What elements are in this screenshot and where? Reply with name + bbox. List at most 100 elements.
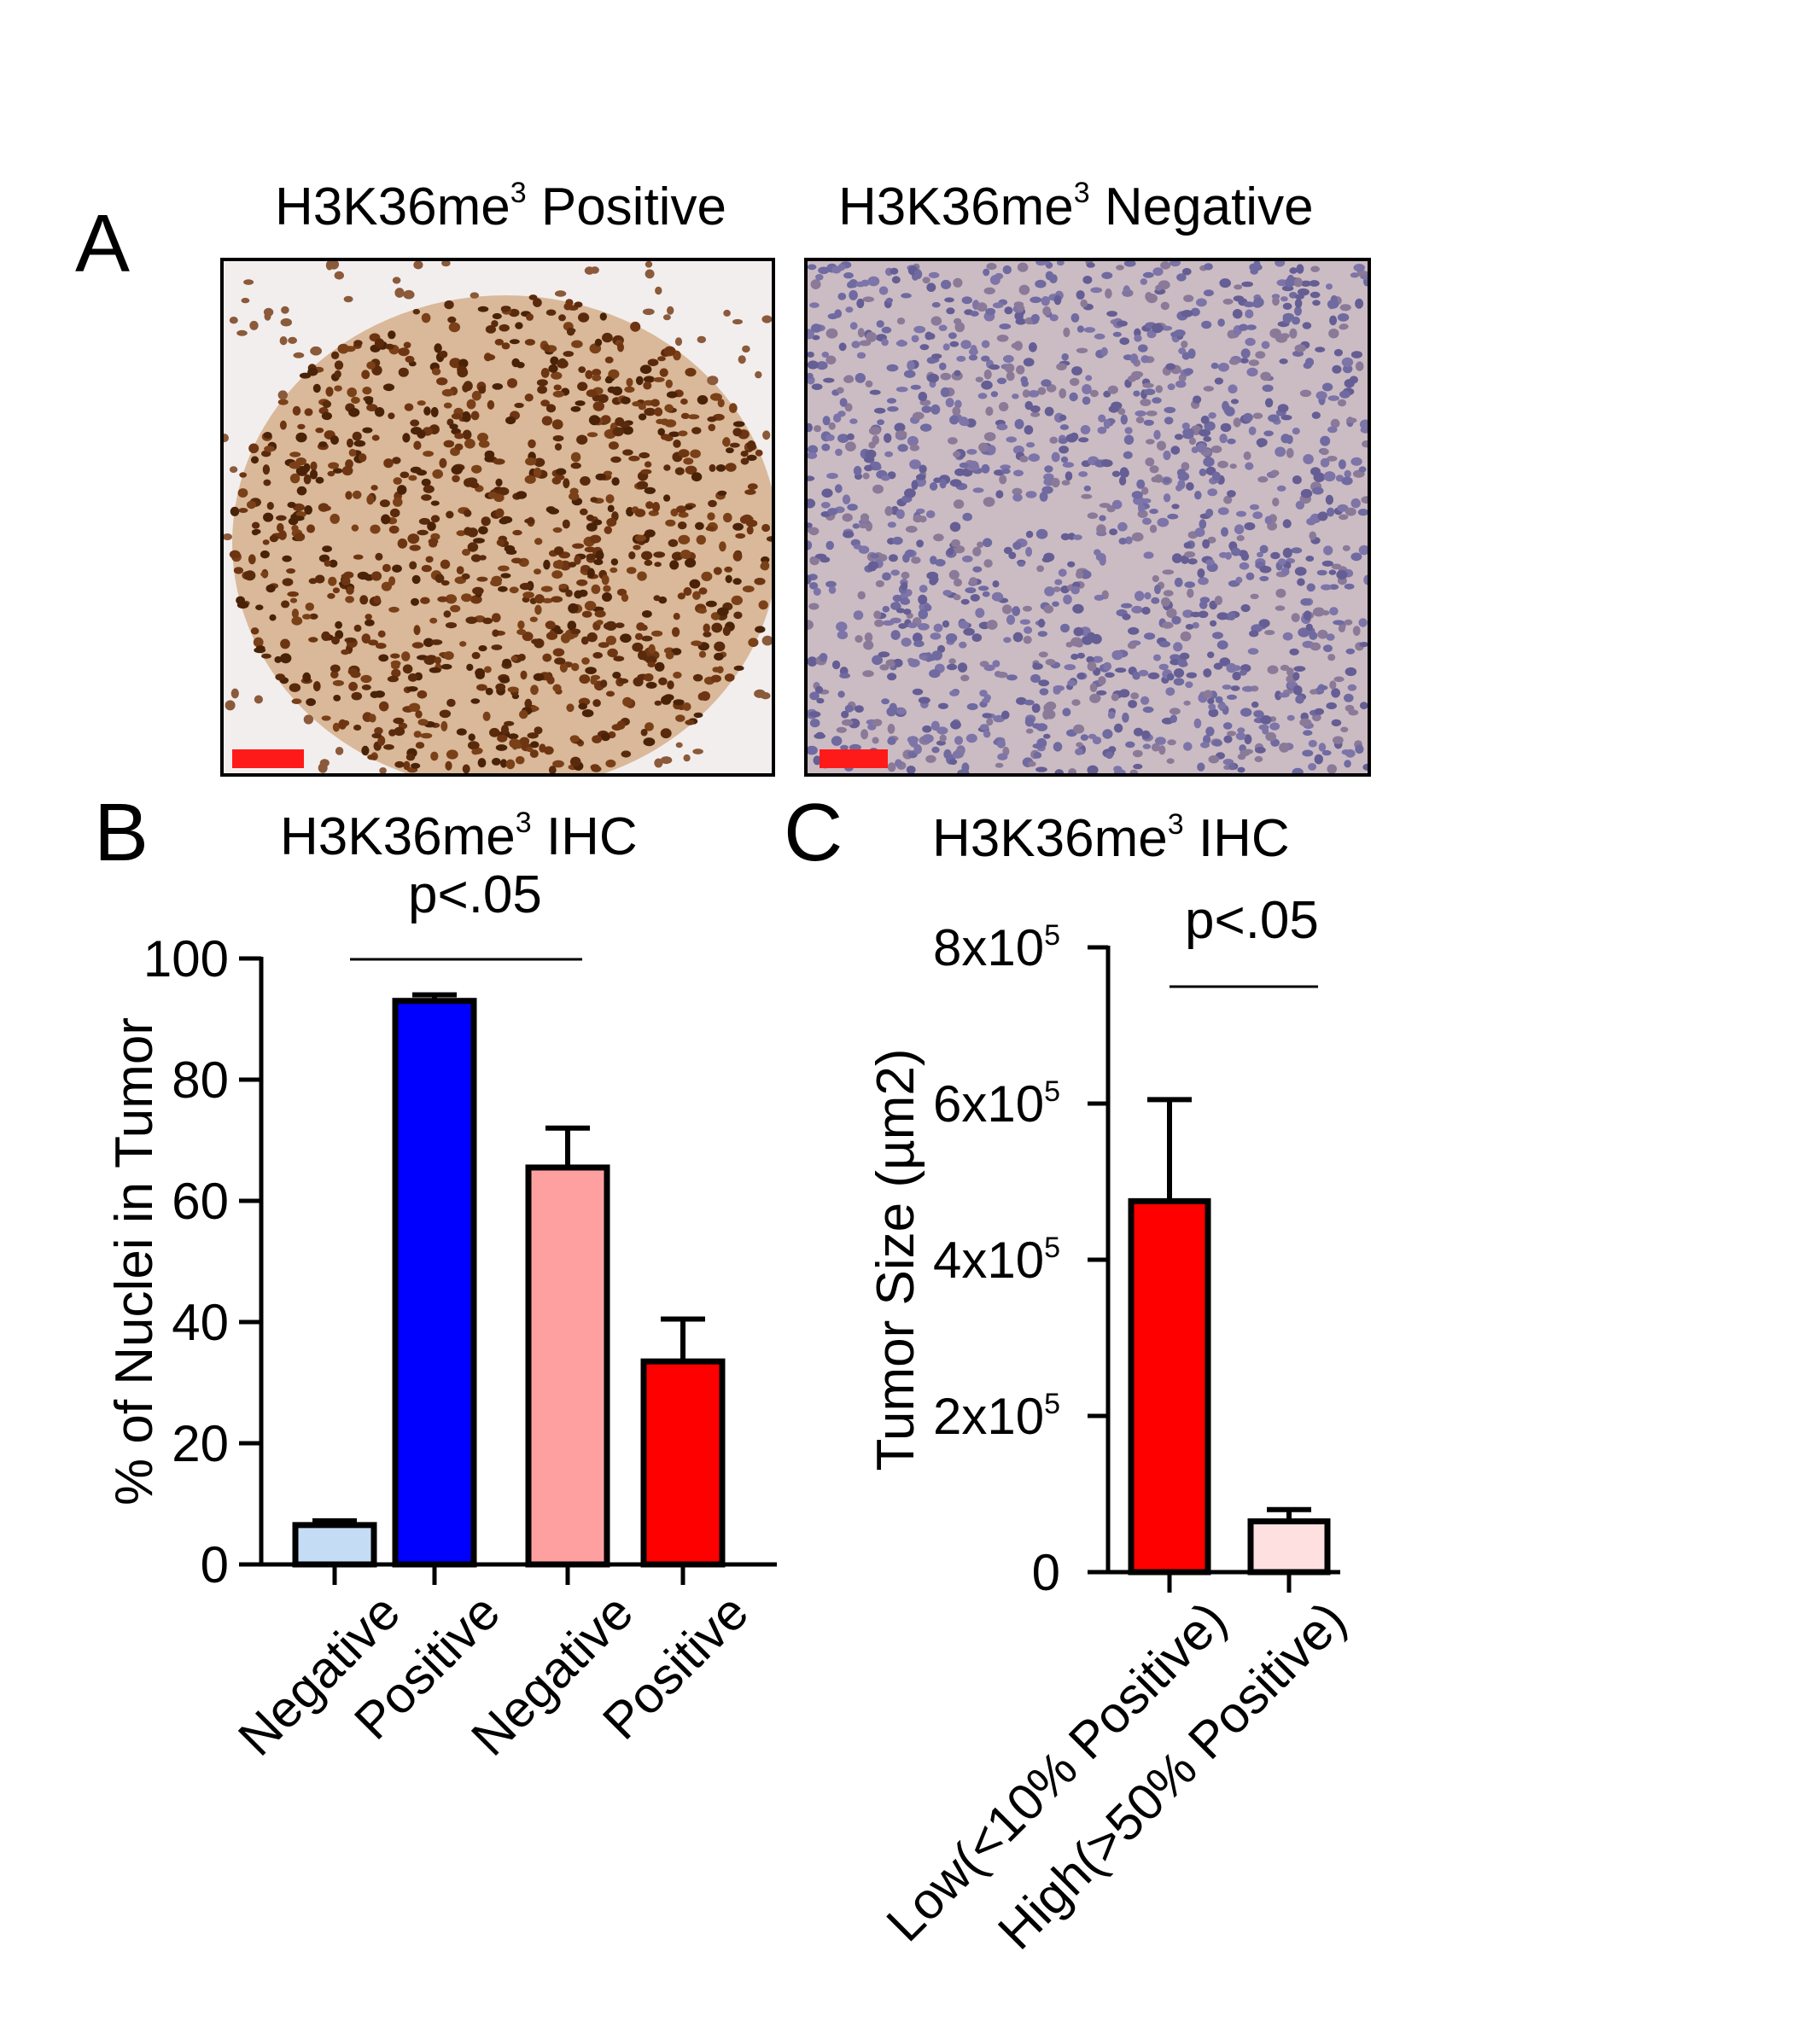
nucleus bbox=[570, 462, 581, 469]
nucleus bbox=[471, 749, 480, 755]
nucleus bbox=[913, 325, 926, 334]
nucleus bbox=[837, 434, 849, 443]
nucleus bbox=[966, 702, 978, 711]
nucleus bbox=[1030, 313, 1040, 323]
nucleus bbox=[1203, 690, 1213, 699]
nucleus bbox=[1060, 623, 1070, 633]
nucleus bbox=[530, 741, 540, 749]
nucleus bbox=[1341, 476, 1353, 486]
nucleus bbox=[960, 340, 971, 349]
nucleus bbox=[368, 639, 379, 646]
nucleus bbox=[1350, 552, 1362, 562]
nucleus bbox=[1049, 274, 1058, 283]
nucleus bbox=[1329, 680, 1337, 690]
nucleus bbox=[1190, 307, 1200, 317]
nucleus bbox=[1002, 265, 1012, 275]
nucleus bbox=[691, 427, 702, 434]
nucleus bbox=[733, 611, 743, 620]
nucleus bbox=[641, 635, 653, 642]
nucleus bbox=[466, 399, 476, 410]
nucleus bbox=[489, 727, 500, 737]
nucleus bbox=[911, 556, 921, 564]
nucleus bbox=[1289, 267, 1298, 274]
nucleus bbox=[945, 633, 958, 643]
nucleus bbox=[825, 328, 838, 339]
nucleus bbox=[605, 635, 616, 645]
nucleus bbox=[1223, 495, 1233, 504]
nucleus bbox=[581, 610, 592, 618]
nucleus bbox=[1176, 469, 1186, 477]
nucleus bbox=[524, 518, 535, 524]
nucleus bbox=[847, 504, 858, 511]
nucleus bbox=[309, 613, 318, 620]
nucleus bbox=[332, 722, 340, 732]
nucleus bbox=[329, 559, 338, 568]
nucleus bbox=[344, 346, 356, 352]
nucleus bbox=[626, 567, 637, 574]
nucleus bbox=[979, 724, 989, 731]
nucleus bbox=[401, 651, 411, 661]
nucleus bbox=[808, 527, 820, 536]
nucleus bbox=[540, 399, 550, 407]
nucleus bbox=[1296, 264, 1304, 274]
nucleus bbox=[1252, 511, 1263, 520]
nucleus bbox=[602, 332, 613, 343]
nucleus bbox=[887, 737, 896, 746]
nucleus bbox=[1043, 473, 1054, 481]
nucleus bbox=[470, 698, 481, 704]
nucleus bbox=[922, 725, 932, 733]
micrograph-positive bbox=[220, 258, 775, 777]
nucleus bbox=[500, 725, 510, 735]
nucleus bbox=[621, 593, 629, 603]
nucleus bbox=[341, 649, 350, 655]
nucleus bbox=[983, 730, 991, 738]
nucleus bbox=[307, 367, 318, 376]
nucleus bbox=[1028, 453, 1040, 463]
nucleus bbox=[821, 352, 830, 358]
nucleus bbox=[1264, 630, 1275, 636]
nucleus bbox=[570, 405, 581, 412]
nucleus bbox=[1049, 436, 1059, 444]
nucleus bbox=[1320, 448, 1329, 456]
nucleus bbox=[985, 406, 994, 417]
nucleus bbox=[510, 557, 523, 564]
nucleus bbox=[423, 406, 431, 416]
nucleus bbox=[977, 541, 984, 548]
nucleus bbox=[312, 383, 321, 393]
nucleus bbox=[1147, 672, 1160, 679]
nucleus bbox=[918, 623, 930, 631]
nucleus bbox=[1350, 272, 1360, 278]
nucleus bbox=[1259, 545, 1269, 554]
nucleus bbox=[948, 332, 957, 340]
panel-b-pvalue: p<.05 bbox=[408, 865, 542, 924]
nucleus bbox=[1333, 348, 1343, 357]
nucleus bbox=[708, 499, 717, 508]
nucleus bbox=[456, 728, 467, 736]
nucleus bbox=[586, 389, 598, 398]
nucleus bbox=[1297, 288, 1310, 296]
nucleus bbox=[464, 527, 472, 536]
nucleus bbox=[986, 263, 997, 271]
nucleus bbox=[514, 402, 524, 409]
nucleus bbox=[407, 533, 420, 545]
nucleus bbox=[907, 622, 918, 629]
nucleus bbox=[645, 501, 654, 510]
nucleus bbox=[983, 538, 993, 547]
nucleus bbox=[680, 398, 688, 405]
nucleus bbox=[1140, 278, 1147, 285]
nucleus bbox=[1028, 342, 1037, 352]
nucleus bbox=[239, 472, 248, 478]
nucleus bbox=[1025, 728, 1034, 734]
nucleus bbox=[1294, 306, 1302, 316]
nucleus bbox=[1310, 642, 1321, 651]
nucleus bbox=[971, 633, 983, 643]
nucleus bbox=[1343, 364, 1353, 374]
nucleus bbox=[576, 579, 588, 586]
nucleus bbox=[432, 469, 443, 479]
nucleus bbox=[1173, 678, 1185, 686]
nucleus bbox=[266, 502, 274, 510]
nucleus bbox=[400, 471, 410, 479]
nucleus bbox=[1327, 299, 1339, 309]
nucleus bbox=[954, 736, 963, 745]
title-text: IHC bbox=[531, 807, 638, 866]
